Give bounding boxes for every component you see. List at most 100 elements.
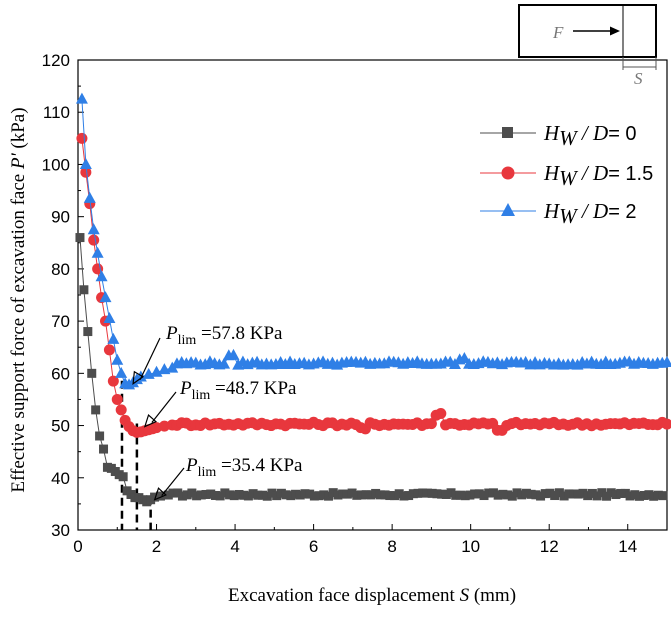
series-0-point <box>493 490 503 500</box>
series-2-point <box>99 291 112 303</box>
annotation-arrow-head-2 <box>143 413 158 428</box>
y-tick-label: 60 <box>51 364 70 383</box>
series-0-point <box>371 488 381 498</box>
annotation-1-var: P <box>165 323 178 344</box>
series-0-point <box>163 490 173 500</box>
x-tick-label: 10 <box>461 537 480 556</box>
series-2-point <box>115 366 128 378</box>
series-2-point <box>87 223 100 235</box>
series-1-point <box>425 418 437 430</box>
series-0-point <box>182 490 192 500</box>
series-0-point <box>602 491 612 501</box>
series-0-point <box>460 491 470 501</box>
x-tick-label: 4 <box>230 537 239 556</box>
series-0-point <box>234 489 244 499</box>
series-0-point <box>99 444 109 454</box>
series-1-point <box>88 234 100 246</box>
legend-marker-square <box>502 127 513 138</box>
series-0-point <box>512 488 522 498</box>
series-0-point <box>625 491 635 501</box>
series-0-point <box>587 488 597 498</box>
series-2-point <box>95 270 108 282</box>
series-0-point <box>437 489 447 499</box>
series-0-point <box>526 489 536 499</box>
annotation-1: Plim =57.8 KPa <box>165 323 283 348</box>
y-tick-label: 30 <box>51 521 70 540</box>
x-tick-label: 6 <box>309 537 318 556</box>
series-2-point <box>218 357 231 369</box>
series-0-point <box>583 491 593 501</box>
series-1-point <box>435 407 447 419</box>
series-0-point <box>248 489 258 499</box>
series-0-point <box>243 491 253 501</box>
inset-schematic: F S <box>518 4 657 88</box>
series-0-point <box>573 489 583 499</box>
x-axis-title-unit: (mm) <box>469 585 516 606</box>
series-0-point <box>375 490 385 500</box>
series-2-point <box>83 191 96 203</box>
series-0-point <box>83 327 93 337</box>
series-2-point <box>79 157 92 169</box>
series-0-point <box>239 490 249 500</box>
series-0-point <box>262 491 272 501</box>
annotation-2-label: Plim =48.7 KPa <box>179 378 297 403</box>
annotation-2-var: P <box>179 378 192 399</box>
series-0-point <box>630 490 640 500</box>
series-1-point <box>661 418 671 430</box>
series-0-point <box>258 490 268 500</box>
series-0-point <box>75 233 85 243</box>
series-0-point <box>540 489 550 499</box>
x-axis-title-text: Excavation face displacement <box>228 585 460 606</box>
y-tick-label: 110 <box>43 103 70 122</box>
series-0-point <box>87 368 97 378</box>
series-2-point <box>227 348 240 360</box>
series-0-point <box>427 488 437 498</box>
x-axis-title: Excavation face displacement S (mm) <box>228 585 516 606</box>
series-0-point <box>635 491 645 501</box>
series-0-point <box>276 488 286 498</box>
series-0-point <box>328 488 338 498</box>
series-0-point <box>206 489 216 499</box>
series-2-point <box>458 352 471 364</box>
annotation-arrow-head-1 <box>132 370 145 385</box>
series-0-point <box>352 490 362 500</box>
series-0-point <box>155 491 165 501</box>
series-0-point <box>507 491 517 501</box>
series-0-point <box>173 488 183 498</box>
series-0-point <box>545 488 555 498</box>
series-0-point <box>644 490 654 500</box>
series-1-point <box>103 344 115 356</box>
y-tick-label: 80 <box>51 260 70 279</box>
annotation-3-var: P <box>185 455 198 476</box>
legend-marker-circle <box>501 166 515 180</box>
series-0-point <box>465 490 475 500</box>
series-0-point <box>470 489 480 499</box>
series-0-point <box>408 489 418 499</box>
series-1-point <box>111 393 123 405</box>
series-0-point <box>639 490 649 500</box>
series-0-point <box>324 491 334 501</box>
series-0-point <box>229 491 239 501</box>
series-0-point <box>357 490 367 500</box>
x-tick-label: 2 <box>152 537 161 556</box>
axis-ticks: 30 40 50 60 70 80 90 100 110 120 0 2 4 6 8 10 12 14 <box>42 51 668 556</box>
series-0-point <box>554 488 564 498</box>
annotation-arrow-line-2 <box>151 391 177 423</box>
series-0-point <box>168 488 178 498</box>
annotation-1-label: Plim =57.8 KPa <box>165 323 283 348</box>
series-0-point <box>658 491 668 501</box>
series-0-point <box>592 491 602 501</box>
series-layer <box>75 92 671 507</box>
x-tick-label: 14 <box>618 537 637 556</box>
legend-label-2: HW / D= 2 <box>543 199 637 228</box>
series-2-point <box>661 356 671 368</box>
series-0-point <box>399 491 409 501</box>
series-0-point <box>394 489 404 499</box>
series-0-point <box>606 488 616 498</box>
series-0-point <box>536 491 546 501</box>
y-tick-label: 90 <box>51 208 70 227</box>
series-0-point <box>649 491 659 501</box>
series-0-point <box>118 472 128 482</box>
legend-label-1: HW / D= 1.5 <box>543 161 653 190</box>
